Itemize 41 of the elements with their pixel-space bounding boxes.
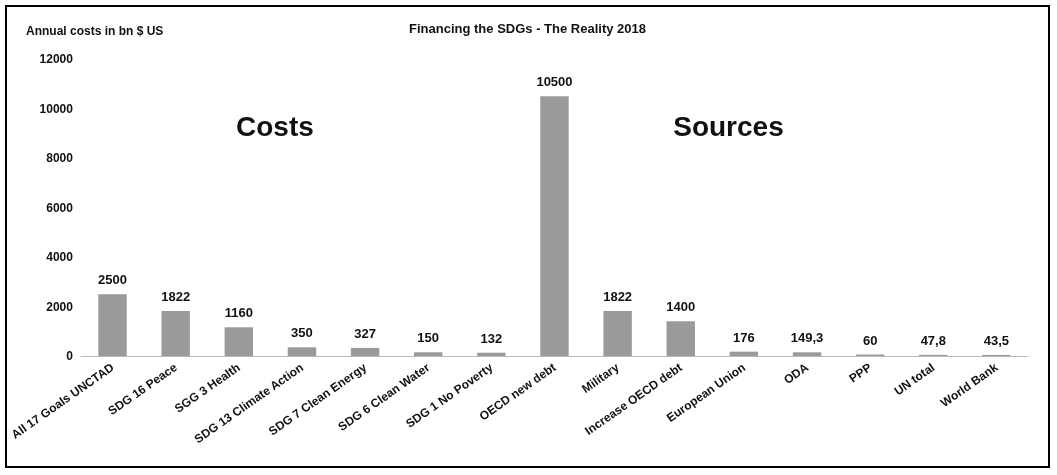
bar (287, 347, 317, 356)
data-label: 132 (480, 330, 503, 346)
data-label: 47,8 (920, 332, 946, 348)
bar (603, 310, 632, 356)
bar (414, 352, 443, 356)
data-label: 2500 (98, 272, 127, 288)
y-axis-title: Annual costs in bn $ US (25, 24, 164, 38)
data-label: 1160 (224, 305, 253, 321)
data-label: 350 (291, 325, 313, 341)
y-tick-label: 10000 (39, 101, 74, 116)
bar (477, 352, 506, 356)
bar (540, 96, 569, 356)
bar (729, 351, 759, 356)
y-tick-label: 2000 (46, 299, 74, 314)
bar (350, 347, 380, 356)
data-label: 176 (733, 329, 755, 345)
chart-title: Financing the SDGs - The Reality 2018 (409, 21, 646, 36)
x-tick-label: PPP (846, 360, 875, 386)
bar (792, 352, 822, 356)
data-label: 1822 (161, 288, 191, 304)
y-tick-label: 6000 (46, 200, 74, 215)
x-tick-label: UN total (891, 360, 938, 399)
data-label: 1400 (666, 299, 696, 315)
y-tick-label: 12000 (39, 52, 74, 66)
bar (98, 294, 127, 356)
x-tick-label: ODA (781, 360, 812, 388)
y-tick-label: 0 (66, 349, 74, 363)
bar (224, 327, 254, 356)
y-tick-label: 4000 (46, 250, 74, 264)
data-label: 149,3 (790, 330, 824, 346)
bar (666, 321, 695, 356)
data-label: 60 (862, 332, 878, 348)
data-label: 10500 (536, 74, 573, 90)
data-label: 1822 (603, 288, 633, 304)
annotation: Costs (236, 111, 314, 143)
data-label: 43,5 (983, 332, 1010, 348)
bar (161, 310, 190, 356)
y-tick-label: 8000 (46, 151, 74, 165)
data-label: 150 (417, 330, 440, 346)
annotation: Sources (673, 111, 784, 143)
data-label: 327 (354, 325, 376, 341)
